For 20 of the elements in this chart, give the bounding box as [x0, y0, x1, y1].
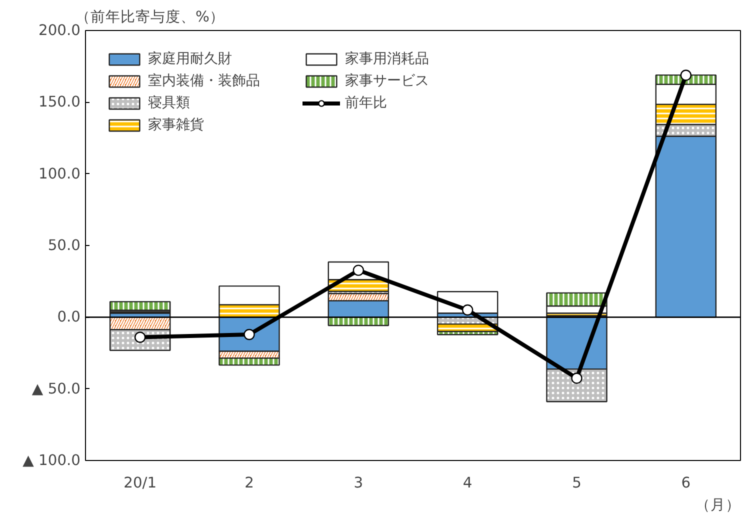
y-tick-label: 100.0 [38, 165, 81, 182]
legend-label: 家事サービス [345, 72, 430, 90]
x-axis-title: （月） [696, 496, 740, 513]
y-tick-label: ▲ 100.0 [22, 452, 81, 469]
legend-label: 室内装備・装飾品 [148, 72, 261, 90]
legend-label: 寝具類 [148, 94, 191, 112]
x-tick-label: 6 [681, 474, 691, 492]
legend-label: 前年比 [345, 94, 388, 112]
legend-label: 家庭用耐久財 [148, 50, 233, 68]
y-tick-label: 0.0 [57, 308, 81, 326]
legend-label: 家事雑貨 [148, 116, 205, 134]
y-tick-label: ▲ 50.0 [32, 380, 81, 398]
x-tick-label: 2 [244, 474, 254, 492]
x-tick-label: 5 [572, 474, 582, 492]
y-tick-label: 150.0 [38, 94, 81, 111]
y-tick-label: 50.0 [48, 237, 81, 254]
x-tick-label: 20/1 [124, 474, 157, 492]
x-tick-label: 3 [354, 474, 364, 492]
legend-label: 家事用消耗品 [345, 50, 430, 68]
x-tick-label: 4 [462, 474, 472, 492]
